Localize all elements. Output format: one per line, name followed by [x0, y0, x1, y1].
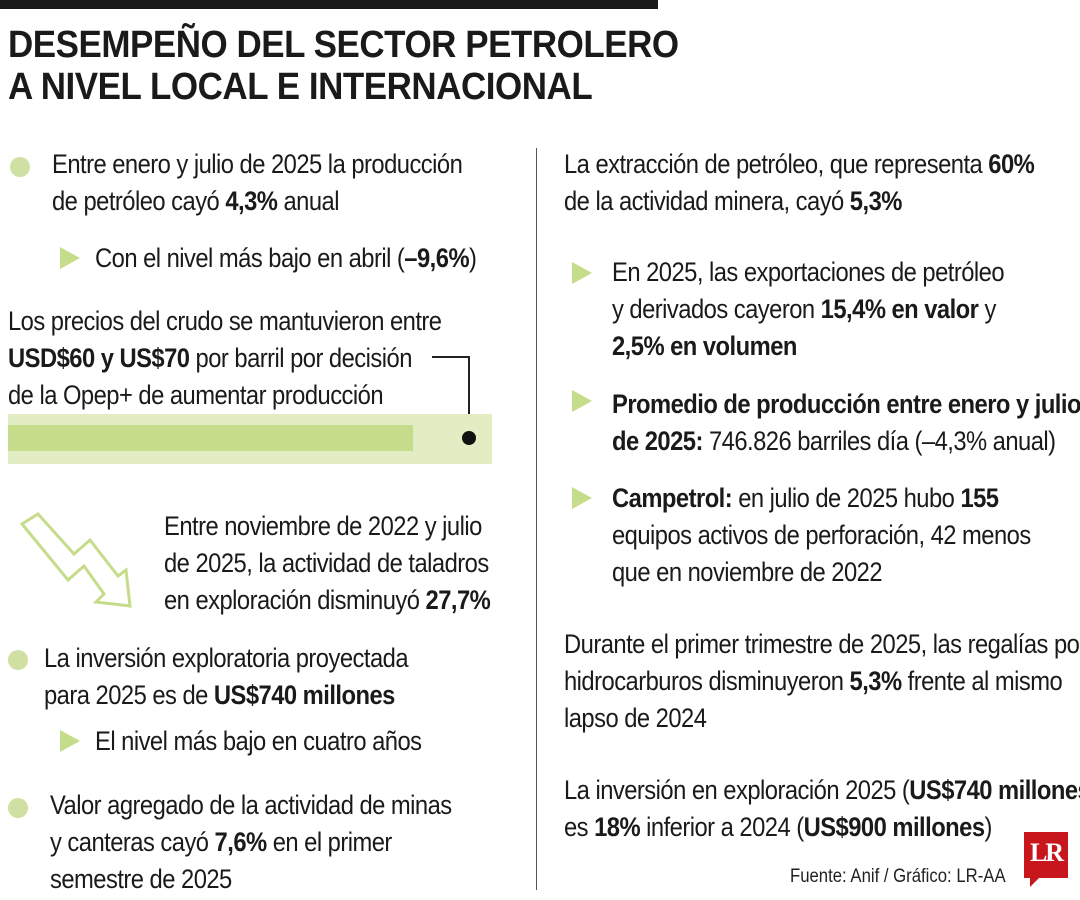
sub-bullet-triangle-icon — [572, 487, 592, 509]
leader-line — [432, 356, 470, 358]
drills-activity-text: Entre noviembre de 2022 y julio de 2025,… — [164, 511, 491, 615]
production-fall-text: Entre enero y julio de 2025 la producció… — [52, 149, 463, 216]
down-arrow-outline-icon — [19, 512, 132, 608]
source-credit: Fuente: Anif / Gráfico: LR-AA — [790, 866, 1006, 887]
production-average-text: Promedio de producción entre enero y jul… — [612, 389, 1080, 456]
page-title: DESEMPEÑO DEL SECTOR PETROLERO A NIVEL L… — [8, 24, 679, 108]
column-divider — [536, 148, 537, 890]
royalties-text: Durante el primer trimestre de 2025, las… — [564, 629, 1080, 733]
crude-prices-text: Los precios del crudo se mantuvieron ent… — [8, 306, 442, 410]
sub-bullet-triangle-icon — [572, 262, 592, 284]
leader-dot-icon — [462, 431, 476, 445]
exploratory-investment-text: La inversión exploratoria proyectada par… — [44, 643, 409, 710]
exports-text: En 2025, las exportaciones de petróleo y… — [612, 257, 1005, 361]
lr-logo: LR — [1024, 832, 1068, 887]
lowest-four-years-text: El nivel más bajo en cuatro años — [95, 726, 422, 756]
leader-line-vertical — [468, 356, 470, 436]
bullet-dot-icon — [8, 798, 28, 818]
sub-bullet-triangle-icon — [572, 390, 592, 412]
bullet-dot-icon — [10, 157, 30, 177]
bullet-dot-icon — [8, 650, 28, 670]
extraction-text: La extracción de petróleo, que represent… — [564, 149, 1035, 216]
sub-bullet-triangle-icon — [60, 247, 80, 269]
top-rule — [0, 0, 658, 9]
price-bar — [8, 425, 413, 451]
mining-value-text: Valor agregado de la actividad de minas … — [50, 790, 452, 894]
lowest-april-text: Con el nivel más bajo en abril (–9,6%) — [95, 243, 477, 273]
campetrol-text: Campetrol: en julio de 2025 hubo 155 equ… — [612, 483, 1031, 587]
exploration-investment-text: La inversión en exploración 2025 (US$740… — [564, 775, 1080, 842]
sub-bullet-triangle-icon — [60, 730, 80, 752]
